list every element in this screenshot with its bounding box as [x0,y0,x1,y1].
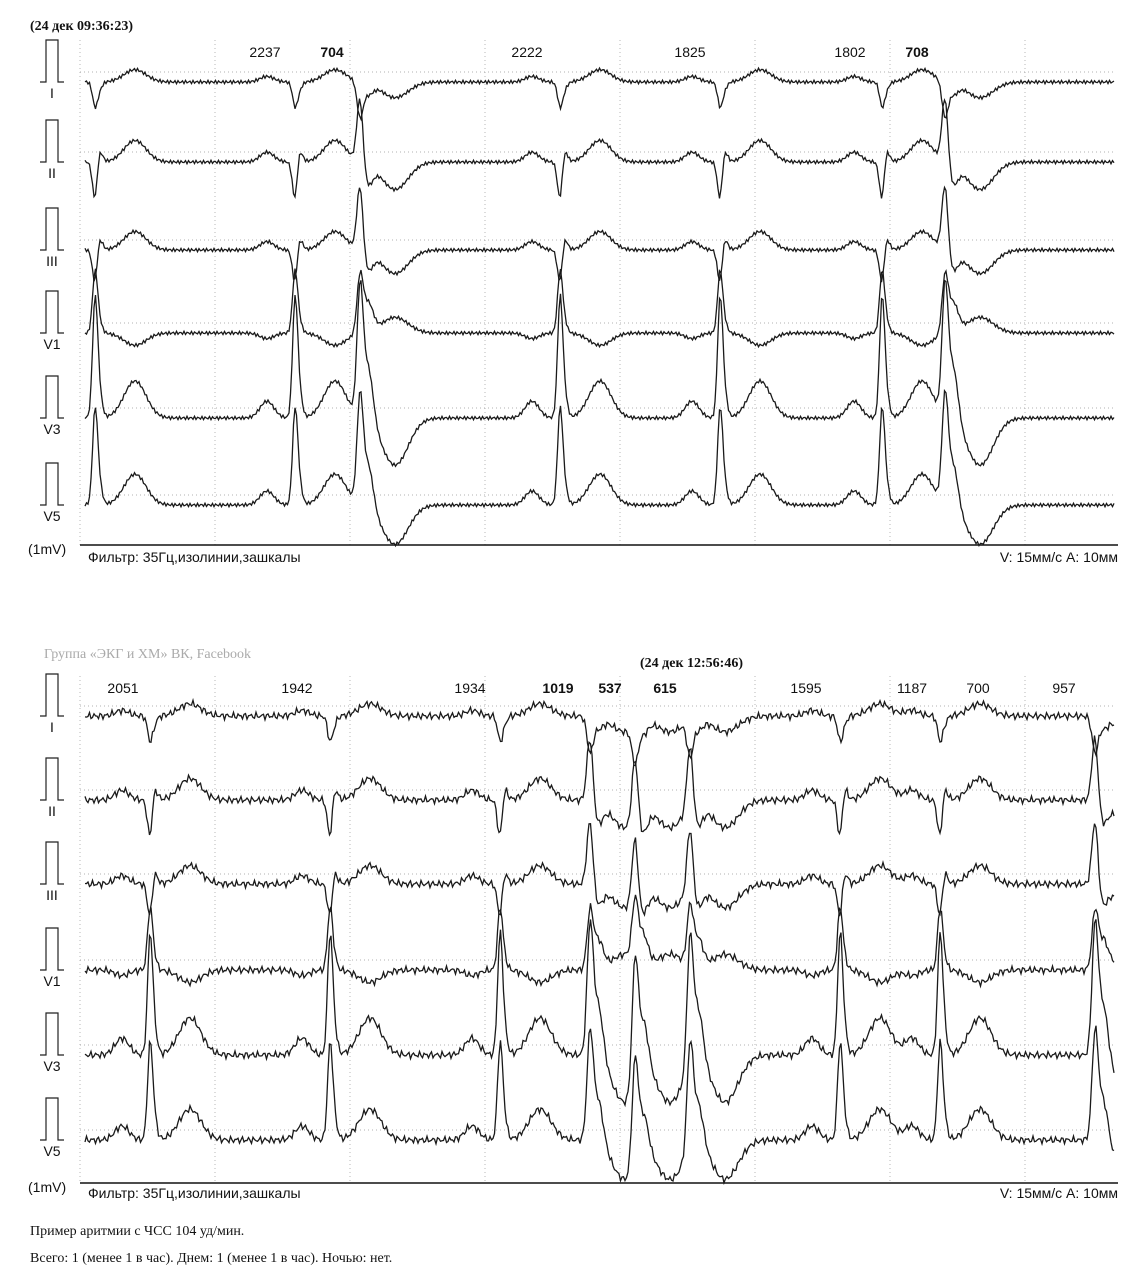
ecg-trace [84,279,1115,468]
rr-interval: 537 [598,680,622,696]
lead-label: V1 [43,973,60,989]
lead-label: V3 [43,1058,60,1074]
rr-interval: 1942 [281,680,312,696]
filter-label: Фильтр: 35Гц,изолинии,зашкалы [88,1185,301,1201]
rr-interval: 708 [905,44,929,60]
timestamp: (24 дек 12:56:46) [640,656,743,671]
timestamp: (24 дек 09:36:23) [30,19,133,34]
calibration-pulse [40,462,64,506]
lead-label: I [50,719,54,735]
lead-label: II [48,803,56,819]
rr-interval: 700 [966,680,990,696]
rr-interval: 957 [1052,680,1076,696]
calibration-pulse [40,1097,64,1141]
watermark: Группа «ЭКГ и ХМ» ВК, Facebook [44,647,251,662]
rr-interval: 704 [320,44,344,60]
calibration-label: (1mV) [28,1179,66,1195]
ecg-trace [84,823,1115,918]
rr-interval: 615 [653,680,677,696]
rr-interval: 1825 [674,44,705,60]
ecg-trace [84,66,1115,122]
calibration-pulse [40,290,64,334]
lead-label: V1 [43,336,60,352]
rr-interval: 1019 [542,680,573,696]
speed-label: V: 15мм/с A: 10мм [1000,1185,1118,1201]
rr-interval: 1595 [790,680,821,696]
caption-line: Всего: 1 (менее 1 в час). Днем: 1 (менее… [30,1251,392,1266]
calibration-pulse [40,841,64,885]
rr-interval: 2237 [249,44,280,60]
ecg-trace [84,1025,1115,1186]
speed-label: V: 15мм/с A: 10мм [1000,549,1118,565]
ecg-trace [84,697,1115,767]
filter-label: Фильтр: 35Гц,изолинии,зашкалы [88,549,301,565]
ecg-trace [84,185,1115,283]
rr-interval: 1802 [834,44,865,60]
ecg-trace [84,268,1115,349]
lead-label: III [46,887,58,903]
caption-line: Пример аритмии с ЧСС 104 уд/мин. [30,1224,244,1239]
lead-label: I [50,85,54,101]
rr-interval: 2051 [107,680,138,696]
lead-label: V3 [43,421,60,437]
calibration-label: (1mV) [28,541,66,557]
calibration-pulse [40,1012,64,1056]
lead-label: II [48,165,56,181]
calibration-pulse [40,119,64,163]
rr-interval: 1187 [897,680,927,696]
calibration-pulse [40,757,64,801]
rr-interval: 1934 [454,680,485,696]
calibration-pulse [40,375,64,419]
ecg-trace [84,388,1115,548]
ecg-trace [84,735,1115,837]
calibration-pulse [40,207,64,251]
ecg-trace [84,894,1115,989]
calibration-pulse [40,927,64,971]
lead-label: V5 [43,1143,60,1159]
lead-label: V5 [43,508,60,524]
ecg-trace [84,919,1115,1108]
rr-interval: 2222 [511,44,542,60]
lead-label: III [46,253,58,269]
ecg-trace [84,97,1115,200]
calibration-pulse [40,39,64,83]
calibration-pulse [40,673,64,717]
